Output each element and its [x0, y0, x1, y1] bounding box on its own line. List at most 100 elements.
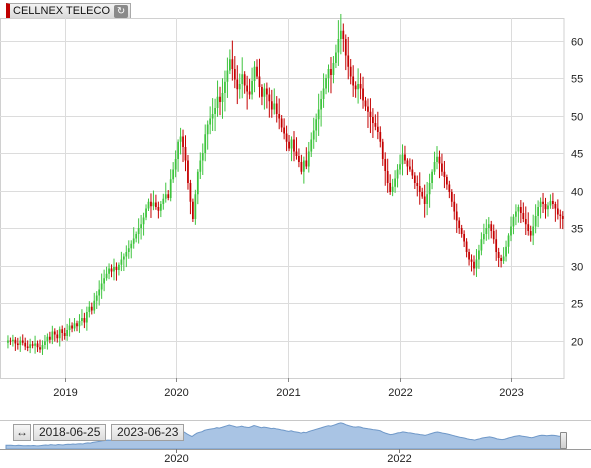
candle	[192, 198, 194, 222]
candle-body	[534, 216, 537, 227]
candle	[19, 336, 22, 352]
candle	[115, 262, 118, 281]
candle-body	[233, 69, 236, 80]
candle-body	[332, 63, 335, 75]
candle-body	[408, 166, 411, 170]
candle-body	[56, 334, 59, 339]
candle	[317, 93, 320, 136]
candle-body	[367, 106, 369, 112]
candle-body	[357, 84, 359, 90]
candle	[100, 273, 103, 299]
refresh-icon[interactable]: ↻	[114, 4, 129, 18]
candle-body	[265, 88, 268, 95]
candle-body	[394, 178, 396, 187]
candle-body	[63, 333, 66, 336]
horizontal-expand-icon[interactable]: ↔	[13, 424, 31, 441]
candle	[56, 330, 59, 343]
candle	[527, 212, 530, 236]
candle-body	[384, 159, 387, 171]
candle-body	[145, 208, 147, 218]
candle-body	[423, 196, 426, 204]
candle-body	[192, 201, 194, 219]
candle-body	[221, 93, 224, 102]
candle-body	[554, 204, 557, 209]
end-date-field[interactable]: 2023-06-23	[111, 424, 185, 441]
candle-body	[280, 118, 283, 128]
candle	[428, 173, 431, 208]
candle	[559, 209, 562, 229]
candle-body	[95, 295, 98, 301]
candle-body	[298, 156, 300, 162]
candle	[26, 340, 29, 352]
candle-body	[517, 207, 520, 212]
candle	[433, 151, 436, 175]
candle	[219, 86, 221, 116]
candle	[243, 71, 246, 94]
candle	[475, 249, 478, 277]
candle	[455, 203, 458, 233]
candle	[327, 64, 330, 93]
candle-body	[480, 239, 483, 251]
candle-body	[81, 318, 83, 321]
y-tick-label: 60	[571, 37, 583, 49]
candle-body	[36, 343, 39, 348]
candle-body	[251, 81, 253, 95]
candle-body	[157, 207, 160, 211]
candle-body	[372, 117, 374, 123]
candle	[113, 258, 115, 281]
candle-body	[537, 207, 539, 216]
candle	[401, 144, 404, 176]
candle-body	[155, 202, 157, 207]
candle-body	[51, 331, 54, 340]
candle	[53, 328, 56, 342]
candle-body	[285, 133, 288, 142]
candle-body	[68, 325, 71, 330]
candle	[98, 280, 101, 306]
candle	[29, 338, 32, 354]
candle	[265, 82, 268, 109]
candle	[236, 65, 239, 105]
candle-body	[344, 39, 347, 56]
candle-body	[295, 151, 298, 156]
candle-body	[413, 175, 416, 183]
candle	[325, 74, 327, 95]
candle-body	[445, 177, 448, 185]
candle	[66, 323, 69, 341]
candle-body	[401, 154, 404, 165]
candle-body	[522, 213, 525, 219]
candle	[130, 240, 133, 259]
candle-body	[354, 85, 357, 90]
start-date-field[interactable]: 2018-06-25	[33, 424, 107, 441]
candle-body	[209, 118, 212, 125]
candle-body	[41, 345, 44, 350]
navigator-right-handle[interactable]	[560, 432, 567, 449]
candle-body	[14, 339, 17, 344]
y-tick-label: 40	[571, 187, 583, 199]
candle-body	[406, 160, 409, 167]
candle	[253, 61, 256, 93]
candle-body	[305, 160, 308, 167]
candle	[374, 114, 377, 131]
candle-body	[411, 169, 414, 176]
candle	[46, 333, 49, 350]
candle-body	[196, 171, 199, 195]
candle-body	[327, 69, 330, 78]
candle-body	[118, 264, 120, 270]
candle	[537, 200, 539, 228]
candle-body	[113, 267, 115, 272]
candle	[315, 113, 318, 143]
candle	[36, 340, 39, 353]
candle-body	[438, 156, 441, 164]
candle-body	[152, 202, 155, 207]
candle	[228, 49, 231, 75]
candle	[290, 136, 293, 162]
candle-body	[487, 224, 490, 228]
candle	[9, 337, 12, 345]
candle	[288, 134, 290, 152]
candle-body	[404, 154, 406, 161]
candle-body	[485, 228, 488, 234]
candle-body	[24, 342, 27, 347]
candle-body	[184, 147, 187, 161]
candle	[261, 84, 263, 106]
candle	[214, 98, 216, 132]
